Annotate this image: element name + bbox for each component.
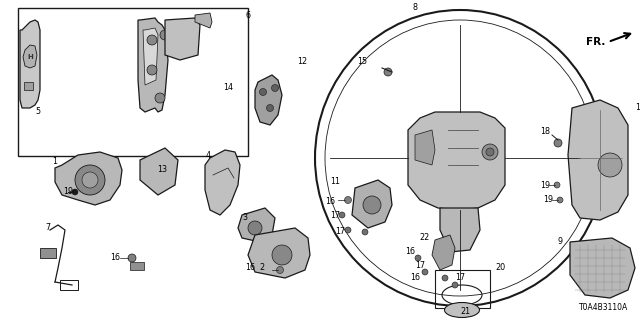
Text: 18: 18 [540, 127, 550, 137]
Circle shape [271, 84, 278, 92]
Circle shape [422, 269, 428, 275]
Circle shape [363, 196, 381, 214]
Circle shape [345, 227, 351, 233]
Circle shape [248, 221, 262, 235]
Text: 17: 17 [455, 274, 465, 283]
Bar [60, 280, 78, 290]
Circle shape [344, 196, 351, 204]
Polygon shape [238, 208, 275, 242]
Circle shape [598, 153, 622, 177]
Ellipse shape [445, 302, 479, 317]
Bar [130, 262, 144, 270]
Text: 19: 19 [63, 188, 73, 196]
Text: 15: 15 [357, 58, 367, 67]
Bar [435, 270, 490, 308]
Text: 4: 4 [205, 150, 211, 159]
Circle shape [155, 93, 165, 103]
Polygon shape [205, 150, 240, 215]
Circle shape [276, 267, 284, 274]
Circle shape [147, 65, 157, 75]
Text: 17: 17 [330, 211, 340, 220]
Circle shape [554, 182, 560, 188]
Circle shape [272, 245, 292, 265]
Polygon shape [352, 180, 392, 228]
Text: 14: 14 [223, 84, 233, 92]
Polygon shape [568, 100, 628, 220]
Text: 10: 10 [635, 103, 640, 113]
Polygon shape [140, 148, 178, 195]
Circle shape [160, 30, 170, 40]
Polygon shape [55, 152, 122, 205]
Polygon shape [432, 235, 455, 270]
Text: 16: 16 [325, 197, 335, 206]
Polygon shape [20, 20, 40, 108]
Text: 16: 16 [245, 263, 255, 273]
Polygon shape [570, 238, 635, 298]
Text: H: H [27, 54, 33, 60]
Circle shape [415, 255, 421, 261]
Circle shape [384, 68, 392, 76]
Bar [40, 248, 56, 258]
Text: 17: 17 [415, 260, 425, 269]
Text: 8: 8 [413, 4, 417, 12]
Polygon shape [138, 18, 168, 112]
Text: 19: 19 [543, 196, 553, 204]
Text: 9: 9 [557, 237, 563, 246]
Text: 13: 13 [157, 165, 167, 174]
Text: 20: 20 [495, 263, 505, 273]
Circle shape [82, 172, 98, 188]
Text: 2: 2 [259, 263, 264, 273]
Text: 12: 12 [297, 58, 307, 67]
Text: 3: 3 [243, 213, 248, 222]
Text: FR.: FR. [586, 37, 605, 47]
Polygon shape [23, 45, 37, 68]
Text: 1: 1 [52, 157, 58, 166]
Circle shape [362, 229, 368, 235]
Polygon shape [143, 28, 158, 85]
Polygon shape [248, 228, 310, 278]
Text: 17: 17 [335, 228, 345, 236]
Text: 7: 7 [45, 223, 51, 233]
Circle shape [75, 165, 105, 195]
Circle shape [72, 189, 78, 195]
Polygon shape [24, 82, 33, 90]
Circle shape [557, 197, 563, 203]
Text: 16: 16 [410, 274, 420, 283]
Circle shape [554, 139, 562, 147]
Polygon shape [415, 130, 435, 165]
Text: 16: 16 [405, 247, 415, 257]
Polygon shape [255, 75, 282, 125]
Circle shape [452, 282, 458, 288]
Text: 11: 11 [330, 178, 340, 187]
Polygon shape [195, 13, 212, 28]
Text: 5: 5 [35, 108, 40, 116]
Circle shape [339, 212, 345, 218]
Circle shape [486, 148, 494, 156]
Text: 19: 19 [540, 180, 550, 189]
Circle shape [147, 35, 157, 45]
Circle shape [482, 144, 498, 160]
Text: T0A4B3110A: T0A4B3110A [579, 303, 628, 312]
Text: 16: 16 [110, 253, 120, 262]
Text: 21: 21 [460, 308, 470, 316]
Text: 6: 6 [246, 11, 250, 20]
Text: 22: 22 [420, 234, 430, 243]
Polygon shape [165, 18, 200, 60]
Polygon shape [408, 112, 505, 210]
Circle shape [442, 275, 448, 281]
Bar [18, 8, 248, 156]
Circle shape [128, 254, 136, 262]
Circle shape [259, 89, 266, 95]
Circle shape [266, 105, 273, 111]
Polygon shape [440, 208, 480, 252]
